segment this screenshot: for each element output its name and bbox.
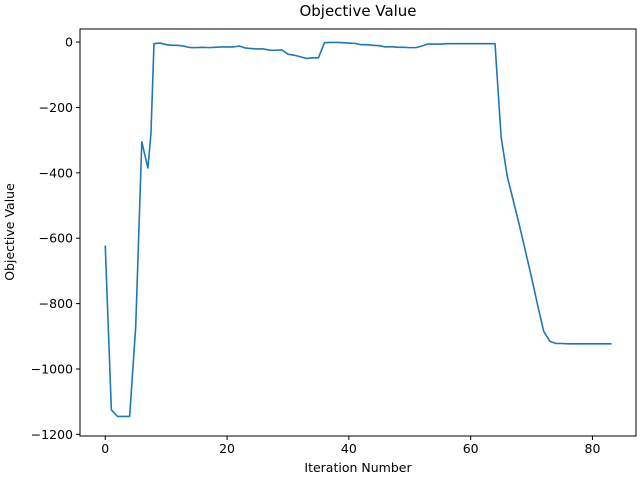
- y-tick-label: −600: [39, 231, 73, 246]
- y-tick-label: −800: [39, 296, 73, 311]
- y-axis: 0 −200 −400 −600 −800 −1000 −1200: [31, 35, 80, 442]
- y-tick-label: −200: [39, 100, 73, 115]
- x-tick-label: 0: [101, 441, 109, 456]
- series-layer: [104, 41, 612, 418]
- plot-frame: [79, 28, 637, 437]
- y-tick-label: −1200: [31, 427, 73, 442]
- y-axis-label: Objective Value: [2, 183, 17, 281]
- chart-title: Objective Value: [299, 2, 416, 20]
- y-tick-label: 0: [65, 35, 73, 50]
- y-tick-label: −1000: [31, 361, 73, 376]
- y-tick-label: −400: [39, 165, 73, 180]
- x-tick-label: 40: [341, 441, 357, 456]
- x-axis-label: Iteration Number: [304, 460, 412, 475]
- x-tick-label: 60: [463, 441, 479, 456]
- series-line: [104, 41, 612, 418]
- x-tick-label: 80: [585, 441, 601, 456]
- x-tick-label: 20: [219, 441, 235, 456]
- x-axis: 0 20 40 60 80: [101, 436, 600, 456]
